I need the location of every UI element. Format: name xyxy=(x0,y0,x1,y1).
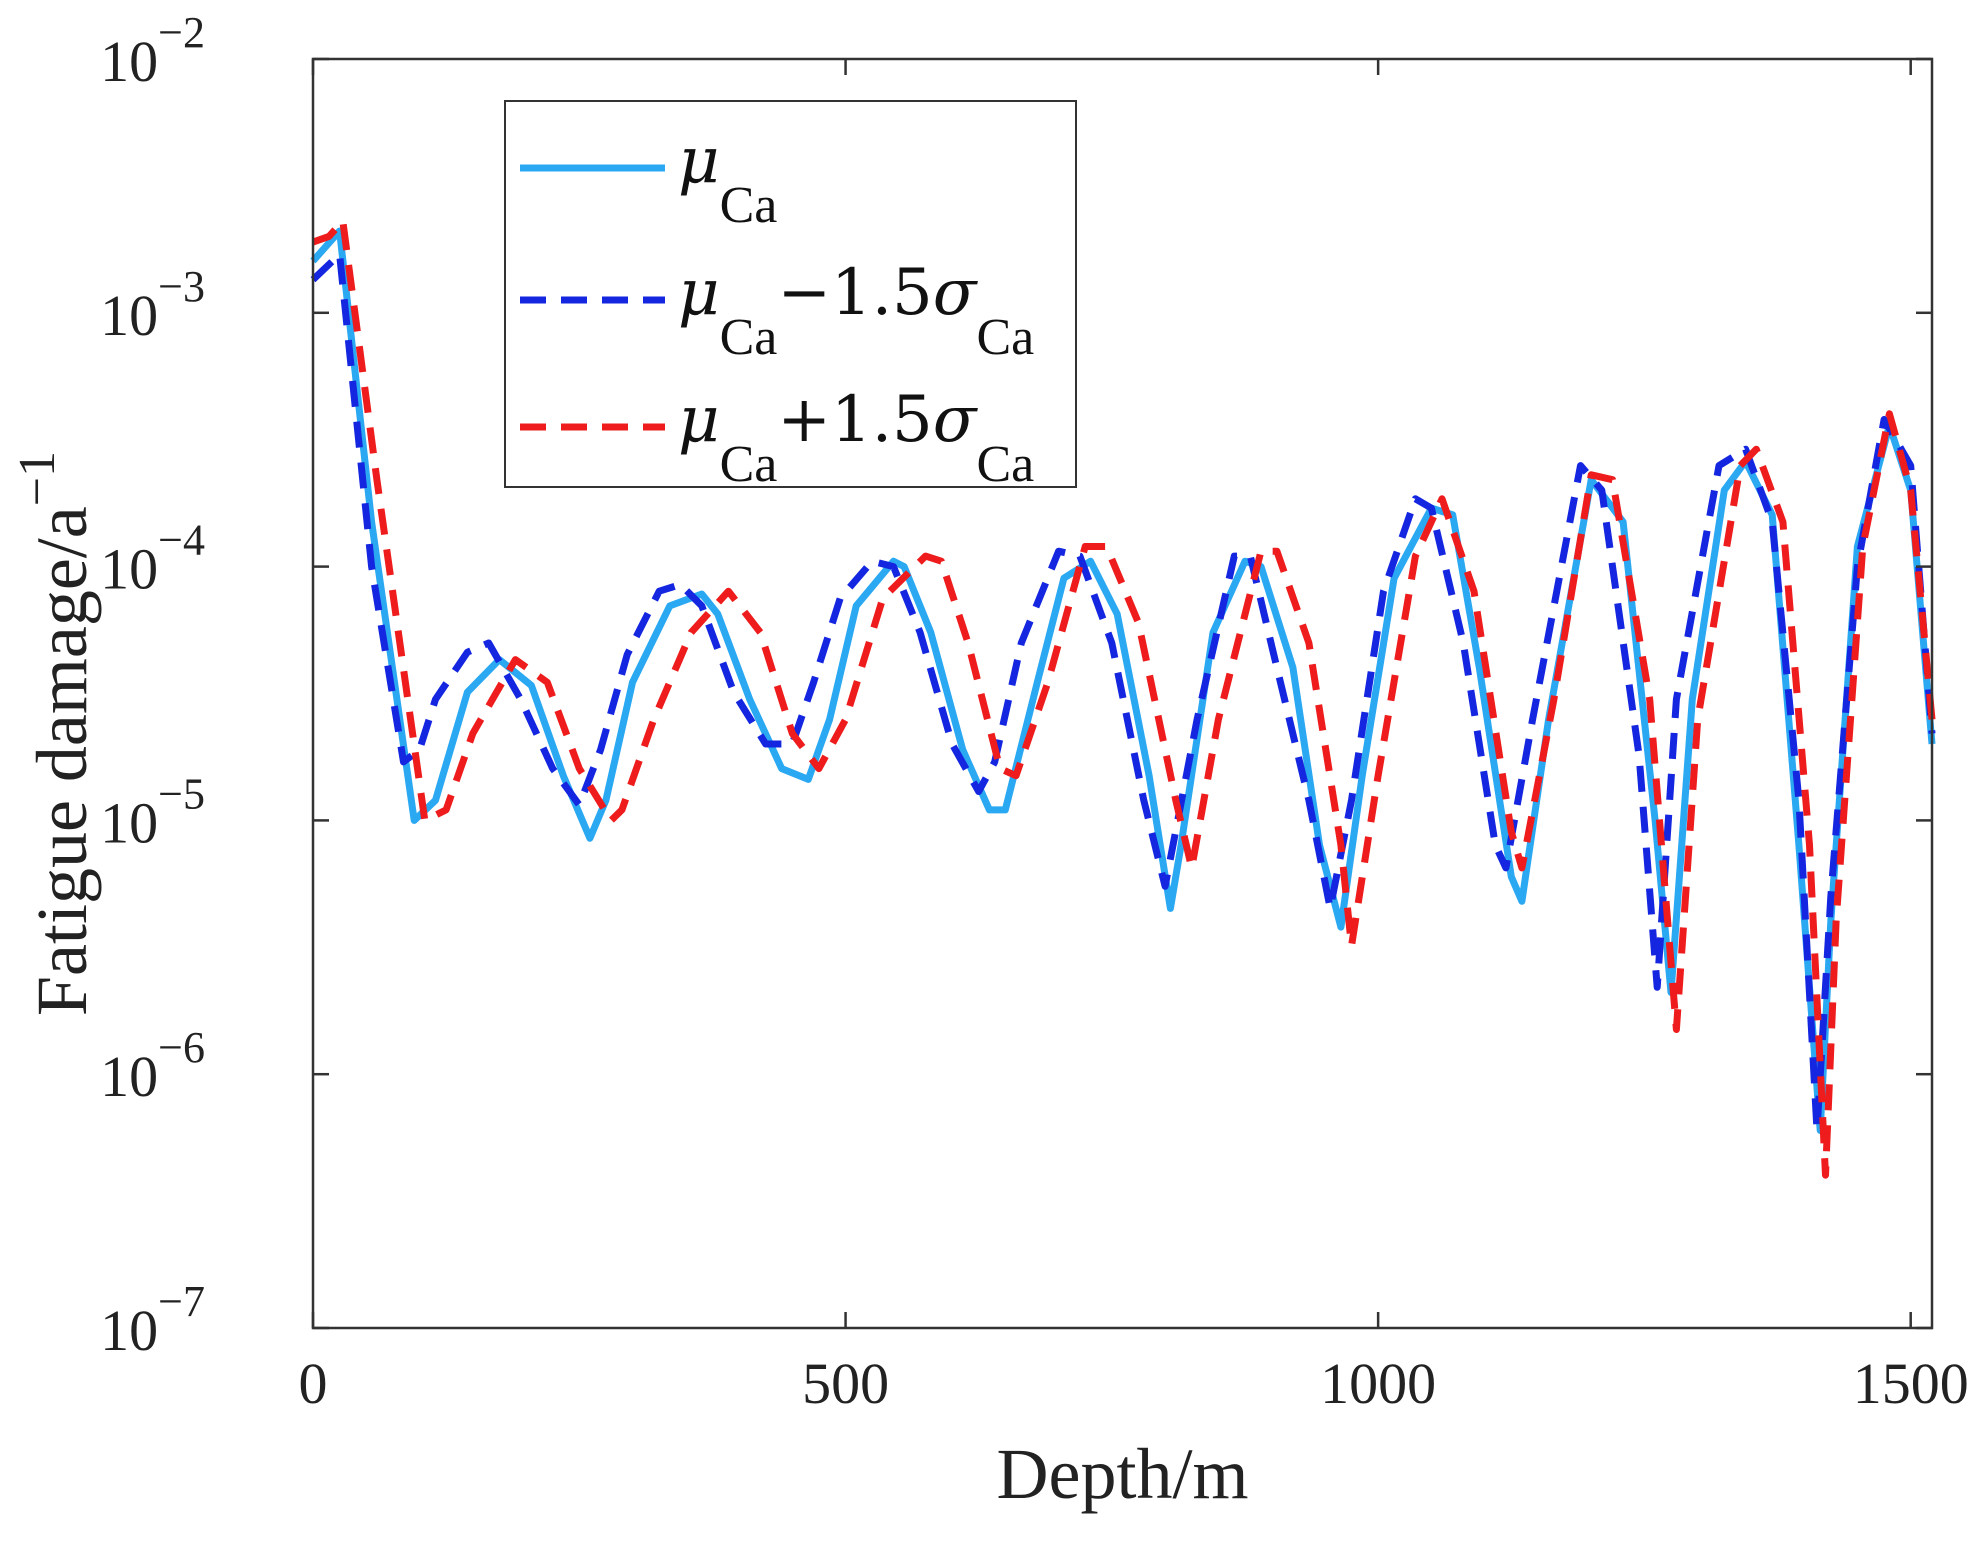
y-tick-label: 10−5 xyxy=(100,769,205,855)
series-line-3 xyxy=(311,217,1936,1179)
legend-label-3: μCa+1.5σCa xyxy=(678,383,1034,493)
tick-layer: 0 500 1000 1500 10−7 10−6 10−5 10−4 10−3 10−2 xyxy=(100,8,1969,1416)
x-tick-label: 1000 xyxy=(1320,1351,1436,1416)
series-layer xyxy=(310,217,1936,1179)
y-tick-label: 10−4 xyxy=(100,516,205,602)
series-line-1 xyxy=(310,227,1936,1134)
y-tick-label: 10−3 xyxy=(100,262,205,348)
y-tick-label: 10−7 xyxy=(100,1277,205,1363)
legend-label-1: μCa xyxy=(678,124,777,234)
legend-label-2: μCa−1.5σCa xyxy=(678,256,1034,366)
x-tick-label: 1500 xyxy=(1853,1351,1969,1416)
y-tick-label: 10−6 xyxy=(100,1023,205,1109)
x-tick-label: 0 xyxy=(299,1351,328,1416)
y-tick-label: 10−2 xyxy=(100,8,205,94)
plot-area-frame xyxy=(311,57,1934,1330)
y-axis-title-main: Fatigue damage/a xyxy=(22,506,102,1016)
y-axis-title-superscript: −1 xyxy=(9,451,66,506)
series-line-2 xyxy=(310,250,1936,1134)
x-axis-title: Depth/m xyxy=(997,1434,1249,1514)
x-tick-label: 500 xyxy=(802,1351,889,1416)
y-axis-title: Fatigue damage/a−1 xyxy=(9,451,102,1016)
legend: μCa μCa−1.5σCa μCa+1.5σCa xyxy=(504,100,1077,493)
